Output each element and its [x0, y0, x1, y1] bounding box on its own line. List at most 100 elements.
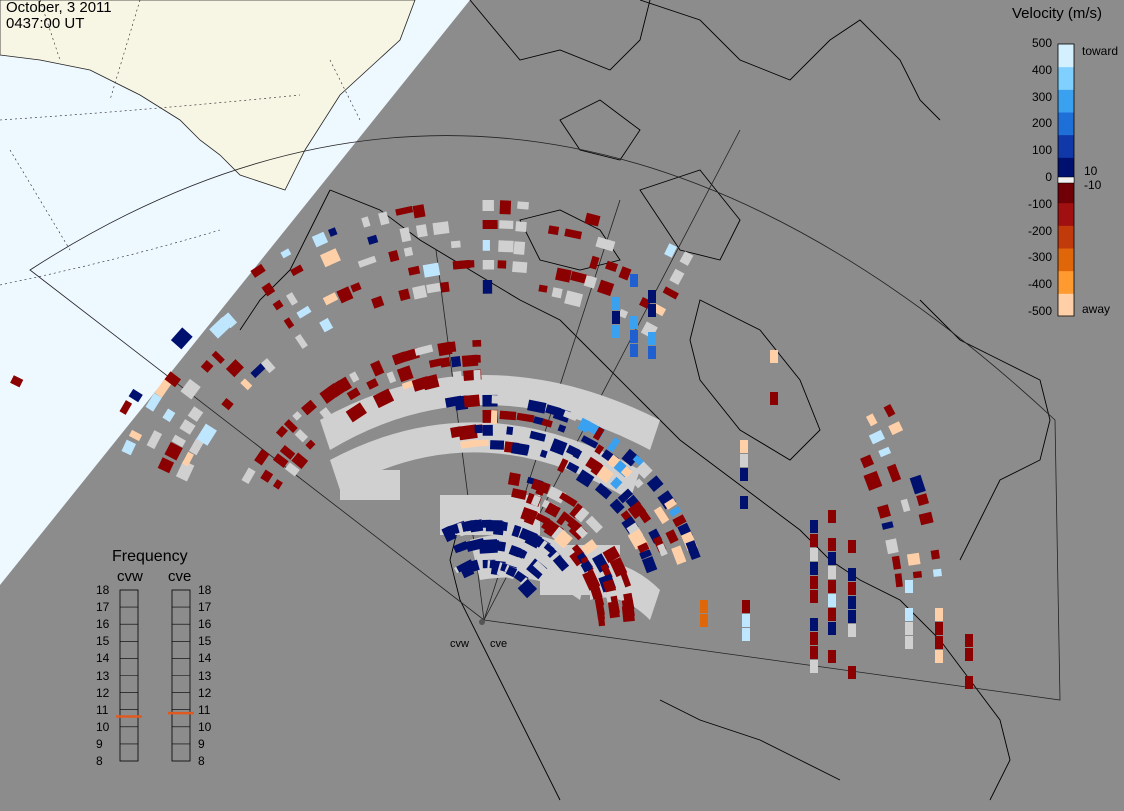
frequency-radar-label-cve: cve: [168, 568, 192, 585]
velocity-cell: [415, 224, 428, 238]
velocity-cell: [128, 388, 143, 403]
velocity-cell: [932, 568, 942, 577]
frequency-radar-label-cvw: cvw: [117, 568, 143, 585]
velocity-cell: [541, 517, 554, 532]
velocity-cell: [581, 539, 598, 556]
velocity-cell: [283, 317, 295, 329]
velocity-cell: [665, 529, 679, 544]
velocity-cell: [900, 498, 911, 513]
velocity-cell: [848, 666, 856, 679]
velocity-cell: [162, 408, 176, 423]
velocity-cell: [740, 440, 748, 453]
velocity-cell: [547, 225, 560, 236]
velocity-cell: [10, 375, 24, 388]
velocity-cell: [452, 370, 462, 380]
velocity-cell: [612, 297, 620, 310]
velocity-cell: [175, 460, 195, 482]
velocity-cell: [605, 260, 619, 273]
velocity-cell: [905, 636, 913, 649]
velocity-cell: [596, 466, 614, 484]
velocity-cell: [294, 333, 308, 349]
velocity-cell: [877, 504, 892, 519]
velocity-cell: [653, 506, 670, 525]
velocity-cell: [128, 429, 143, 442]
frequency-tick-left: 17: [96, 600, 110, 615]
velocity-cell: [641, 556, 658, 574]
velocity-cell: [541, 418, 553, 428]
frequency-title: Frequency: [112, 548, 188, 565]
velocity-cell: [517, 578, 538, 599]
velocity-cell: [399, 227, 412, 243]
frequency-tick-right: 11: [198, 702, 211, 717]
velocity-tick-label: -200: [1027, 223, 1052, 238]
velocity-cell: [511, 524, 522, 538]
colorbar-segment: [1058, 157, 1074, 181]
velocity-extra-label: -10: [1084, 178, 1102, 192]
velocity-cell: [350, 282, 362, 293]
velocity-cell: [357, 255, 377, 268]
velocity-cell: [912, 571, 923, 579]
velocity-cell: [482, 219, 498, 229]
velocity-cell: [935, 622, 943, 635]
colorbar-segment: [1058, 112, 1074, 136]
velocity-cell: [606, 437, 621, 453]
velocity-cell: [848, 610, 856, 623]
velocity-cell: [428, 358, 443, 368]
velocity-cell: [472, 339, 482, 347]
velocity-cell: [452, 259, 471, 270]
velocity-cell: [292, 411, 302, 421]
velocity-tick-label: 300: [1031, 89, 1052, 104]
velocity-cell: [196, 423, 217, 446]
colorbar-segment: [1058, 44, 1074, 68]
velocity-cell: [648, 332, 656, 345]
velocity-colorbar: [1057, 43, 1075, 317]
velocity-cell: [828, 510, 836, 523]
velocity-cell: [345, 402, 367, 423]
colorbar-segment: [1058, 293, 1074, 317]
velocity-cell: [637, 542, 650, 554]
greenland-landmass: [0, 0, 416, 191]
colorbar-segment: [1058, 270, 1074, 294]
frequency-tick-right: 18: [198, 583, 212, 597]
velocity-cell: [742, 628, 750, 641]
velocity-cell: [594, 444, 605, 455]
velocity-cell: [564, 228, 583, 240]
velocity-cell: [848, 624, 856, 637]
velocity-cell: [261, 282, 276, 297]
velocity-cell: [322, 292, 339, 306]
radar-site-cvw: [479, 619, 485, 625]
velocity-cell: [371, 295, 385, 309]
velocity-cell: [597, 608, 606, 627]
velocity-cell: [440, 281, 450, 293]
velocity-cell: [241, 467, 256, 485]
daylight-region: [0, 0, 470, 585]
velocity-cell: [549, 438, 568, 456]
velocity-cell: [557, 424, 567, 433]
velocity-cell: [523, 508, 538, 526]
velocity-cell: [283, 419, 298, 433]
velocity-cell: [878, 446, 892, 458]
velocity-cell: [557, 458, 569, 473]
velocity-cell: [630, 344, 638, 357]
velocity-cell: [539, 449, 548, 459]
velocity-cell: [448, 341, 457, 353]
velocity-cell: [515, 221, 527, 233]
velocity-cell: [828, 594, 836, 607]
velocity-cell: [828, 552, 836, 565]
velocity-cells: [10, 199, 973, 689]
velocity-cell: [935, 650, 943, 663]
velocity-cell: [388, 250, 400, 263]
velocity-cell: [672, 514, 687, 528]
velocity-cell: [505, 565, 518, 578]
velocity-cell: [569, 503, 584, 519]
velocity-cell: [662, 286, 679, 300]
velocity-cell: [497, 260, 507, 269]
velocity-cell: [189, 438, 204, 456]
frequency-tick-left: 18: [96, 583, 110, 597]
velocity-cell: [499, 410, 517, 421]
velocity-cell: [639, 549, 652, 560]
velocity-cell: [740, 468, 748, 481]
velocity-cell: [532, 447, 542, 456]
velocity-cell: [180, 378, 201, 400]
